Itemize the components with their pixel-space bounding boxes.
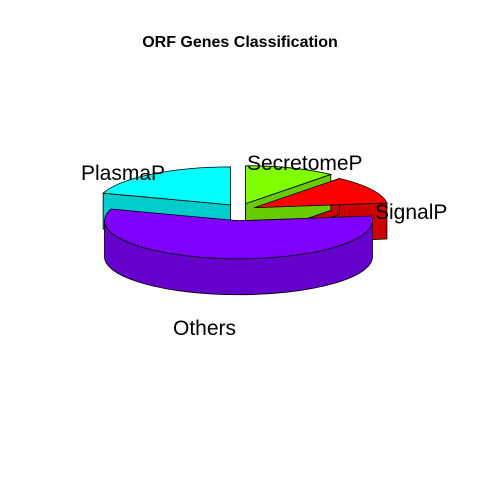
- slice-tops: [102, 165, 388, 260]
- chart-title: ORF Genes Classification: [142, 34, 338, 51]
- slice-label-others: Others: [173, 317, 236, 340]
- slice-secretomep: [245, 165, 333, 205]
- slice-label-secretomep: SecretomeP: [247, 152, 363, 175]
- slice-label-plasmap: PlasmaP: [81, 162, 165, 185]
- slice-signalp: [253, 178, 388, 209]
- slice-label-signalp: SignalP: [375, 201, 447, 224]
- slice-labels: SecretomeP SignalP Others PlasmaP: [81, 152, 447, 340]
- slice-plasmap: [102, 166, 231, 206]
- slice-others: [104, 208, 373, 260]
